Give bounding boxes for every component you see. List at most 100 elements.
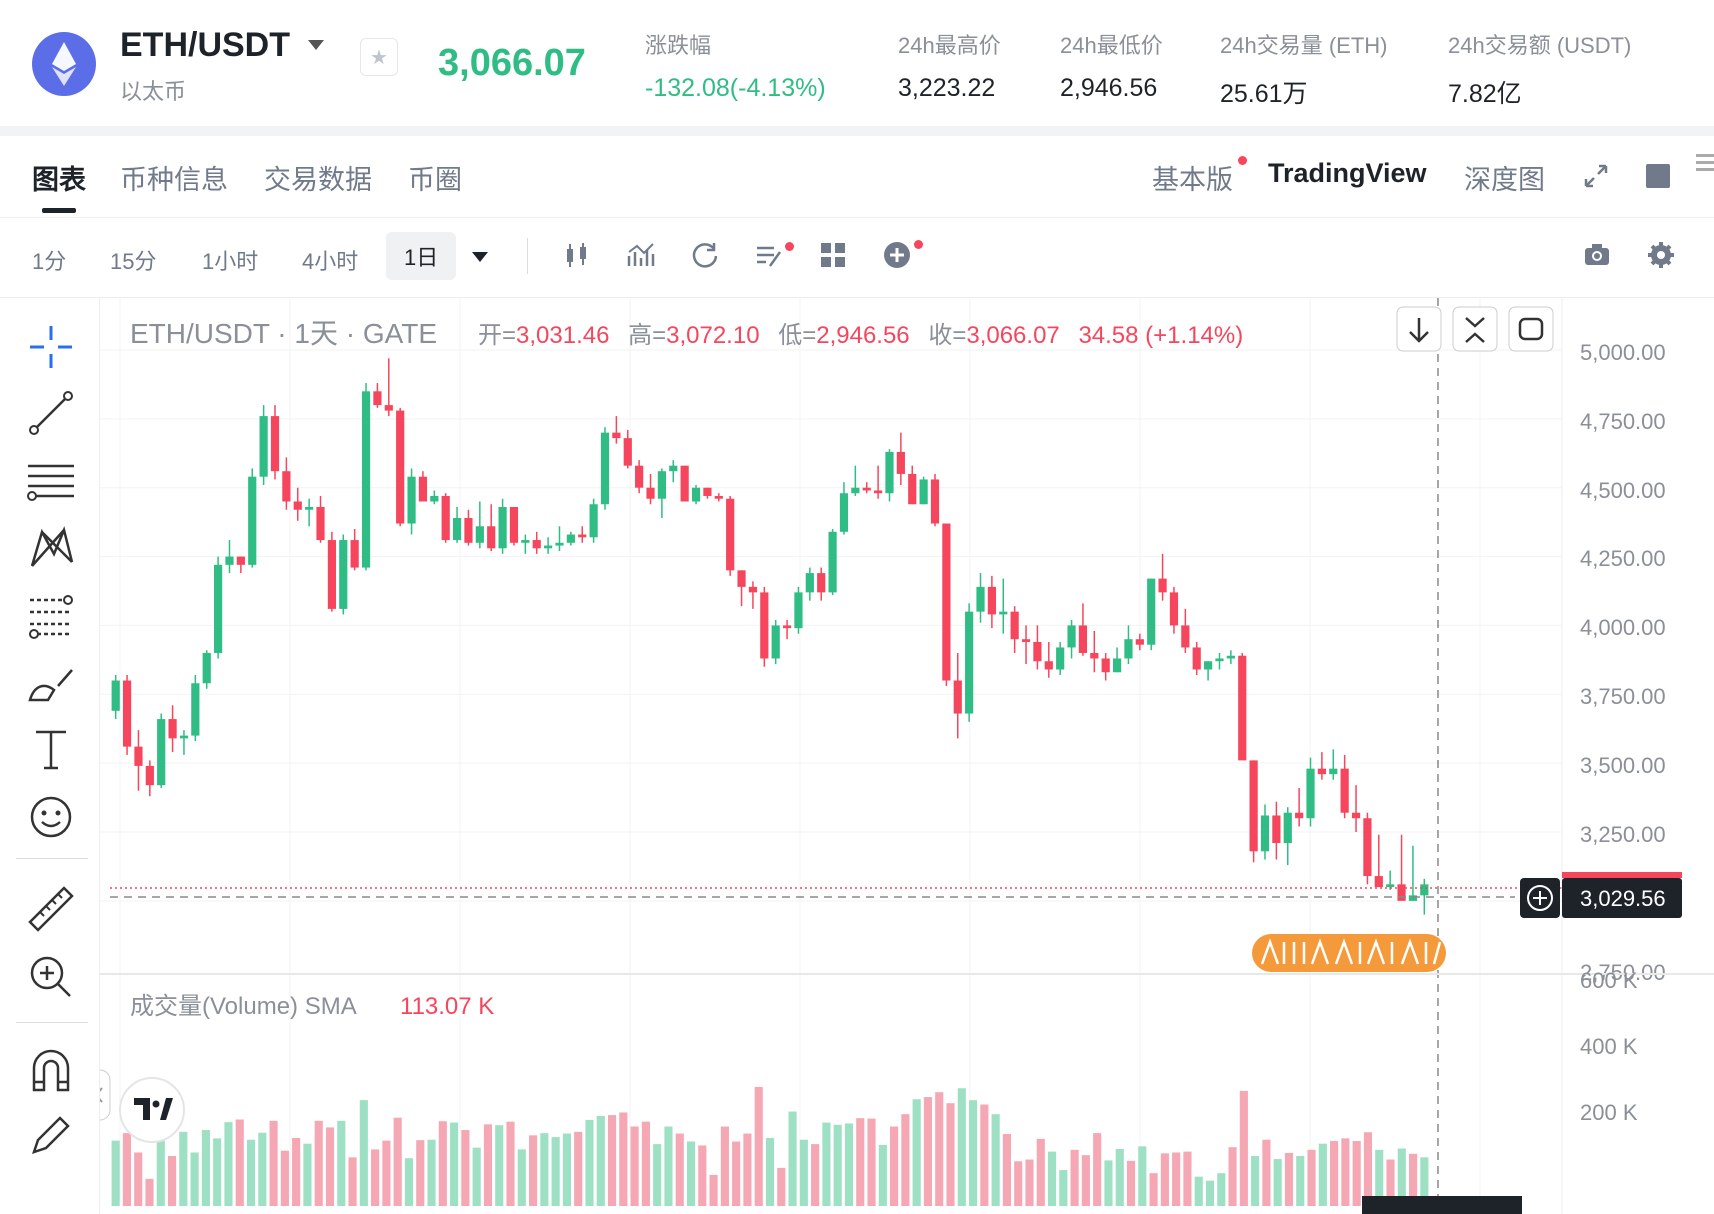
volume-bar <box>529 1135 538 1206</box>
candle <box>566 534 575 543</box>
svg-text:4,500.00: 4,500.00 <box>1580 478 1666 503</box>
candle <box>191 683 200 736</box>
menu-icon[interactable] <box>1696 154 1714 176</box>
volume-bar <box>675 1133 684 1206</box>
refresh-icon[interactable] <box>690 240 720 270</box>
scroll-down-button[interactable] <box>1396 306 1442 352</box>
indicators-icon[interactable] <box>626 240 656 270</box>
fibonacci-icon[interactable] <box>24 588 78 642</box>
candle <box>839 493 849 532</box>
collapse-button[interactable] <box>1452 306 1498 352</box>
candle <box>748 586 758 593</box>
brush-icon[interactable] <box>24 656 78 710</box>
volume-bar <box>653 1144 662 1206</box>
volume-bar <box>1228 1147 1237 1206</box>
volume-bar <box>788 1111 797 1206</box>
svg-text:4,250.00: 4,250.00 <box>1580 546 1666 571</box>
price-chart[interactable]: ETH/USDT · 1天 · GATE 开=3,031.46 高=3,072.… <box>100 298 1714 1214</box>
tab-tradingview[interactable]: TradingView <box>1268 158 1427 188</box>
volume-bar <box>799 1139 808 1206</box>
volume-bar <box>359 1100 368 1206</box>
pair-selector[interactable]: ETH/USDT <box>120 26 290 64</box>
candle <box>623 438 632 466</box>
candle <box>521 540 530 543</box>
expand-icon[interactable] <box>1582 162 1610 190</box>
chart-grid <box>100 298 1562 1198</box>
timeframe-15m[interactable]: 15分 <box>110 249 157 274</box>
timeframe-dropdown-icon[interactable] <box>472 252 488 262</box>
volume-bar <box>585 1119 594 1206</box>
last-price: 3,066.07 <box>438 42 586 84</box>
volume-bar <box>1205 1180 1215 1206</box>
gear-icon[interactable] <box>1646 240 1676 270</box>
volume-bar <box>1239 1090 1248 1206</box>
reset-view-button[interactable] <box>1508 306 1554 352</box>
parallel-lines-icon[interactable] <box>24 454 78 508</box>
tradingview-logo[interactable] <box>119 1077 185 1143</box>
sidebar-collapse-handle[interactable] <box>100 1069 111 1121</box>
magnet-icon[interactable] <box>24 1044 78 1098</box>
volume-bar <box>743 1133 752 1206</box>
tab-basic[interactable]: 基本版 <box>1152 165 1233 195</box>
candle <box>1260 815 1270 852</box>
volume-bar <box>1420 1157 1429 1206</box>
volume-bar <box>923 1097 933 1206</box>
candle <box>612 432 621 439</box>
add-alert-button[interactable] <box>1520 878 1560 918</box>
timeframe-1h[interactable]: 1小时 <box>202 249 259 274</box>
bottom-scrollbar[interactable] <box>1362 1196 1522 1214</box>
timeframe-1m[interactable]: 1分 <box>32 249 67 274</box>
template-icon[interactable] <box>754 240 784 270</box>
crosshair-icon[interactable] <box>24 320 78 374</box>
candle <box>1147 578 1156 645</box>
timeframe-4h[interactable]: 4小时 <box>302 249 359 274</box>
candle <box>1249 760 1258 852</box>
fullscreen-icon[interactable] <box>1646 164 1670 188</box>
volume-bar <box>269 1120 278 1206</box>
candle <box>236 556 245 565</box>
svg-text:3,250.00: 3,250.00 <box>1580 822 1666 847</box>
pencil-icon[interactable] <box>24 1108 78 1162</box>
volume-bar <box>709 1174 718 1206</box>
add-plus-icon[interactable] <box>882 240 912 270</box>
candle <box>1192 647 1201 670</box>
volume-bar <box>1284 1152 1294 1206</box>
tab-community[interactable]: 币圈 <box>408 165 462 195</box>
candle-type-icon[interactable] <box>562 240 592 270</box>
candle <box>396 410 405 524</box>
zoom-in-icon[interactable] <box>24 950 78 1004</box>
emoji-icon[interactable] <box>24 790 78 844</box>
tab-trade-data[interactable]: 交易数据 <box>264 165 372 195</box>
pattern-icon[interactable] <box>24 522 78 576</box>
candle <box>441 495 450 541</box>
camera-icon[interactable] <box>1582 240 1612 270</box>
ohlc-legend: 开=3,031.46 高=3,072.10 低=2,946.56 收=3,066… <box>478 322 1243 349</box>
layout-grid-icon[interactable] <box>818 240 848 270</box>
volume-bar <box>1318 1143 1327 1206</box>
chevron-down-icon[interactable] <box>308 40 324 50</box>
legend-symbol: ETH/USDT · 1天 · GATE <box>130 318 437 349</box>
candle <box>498 506 507 549</box>
candle <box>1056 647 1065 670</box>
candle <box>327 540 336 609</box>
volume-bar <box>867 1118 876 1206</box>
candle <box>714 495 723 499</box>
volume-bar <box>393 1117 402 1206</box>
candle <box>259 416 268 477</box>
tab-depth[interactable]: 深度图 <box>1464 165 1545 195</box>
candle <box>737 570 746 587</box>
tab-chart[interactable]: 图表 <box>32 165 86 195</box>
ruler-icon[interactable] <box>24 882 78 936</box>
star-icon[interactable]: ★ <box>360 38 398 76</box>
candle <box>885 451 894 494</box>
svg-text:3,750.00: 3,750.00 <box>1580 684 1666 709</box>
candle <box>851 487 860 494</box>
volume-bar <box>167 1156 177 1206</box>
candle <box>316 506 325 541</box>
candle <box>965 611 974 714</box>
trend-line-icon[interactable] <box>24 386 78 440</box>
text-tool-icon[interactable] <box>24 722 78 776</box>
timeframe-1d[interactable]: 1日 <box>386 232 457 280</box>
tab-coin-info[interactable]: 币种信息 <box>120 165 228 195</box>
ticker-header: ETH/USDT 以太币 ★ 3,066.07 涨跌幅 -132.08(-4.1… <box>0 0 1714 126</box>
